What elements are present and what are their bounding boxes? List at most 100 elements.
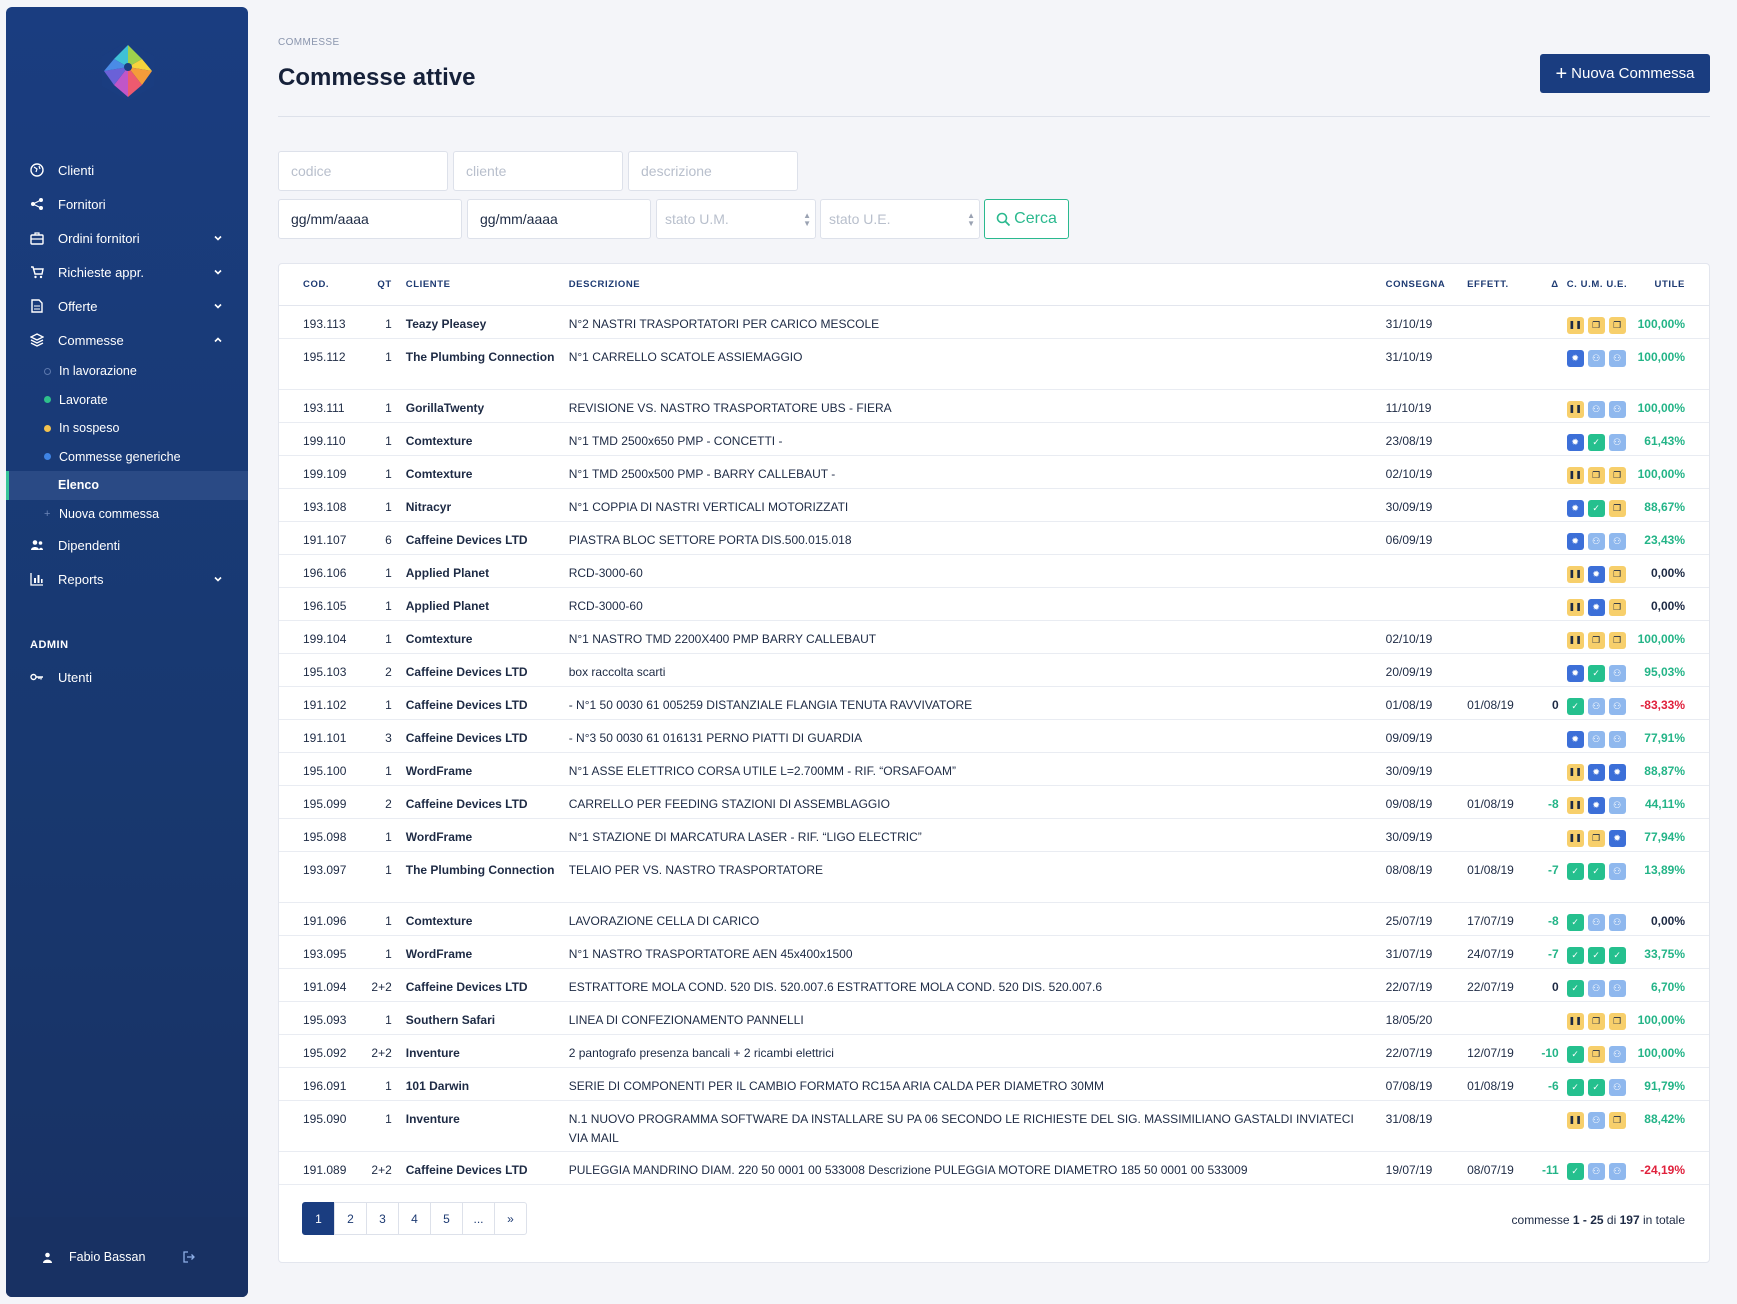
user-missing-icon[interactable]: ⚇ [1608, 796, 1626, 814]
check-icon[interactable]: ✓ [1587, 1078, 1605, 1096]
check-icon[interactable]: ✓ [1566, 979, 1584, 997]
sidebar-item-fornitori[interactable]: Fornitori [6, 187, 248, 221]
table-row[interactable]: 196.091 1 101 Darwin SERIE DI COMPONENTI PE… [279, 1067, 1709, 1101]
sidebar-subitem-nuova-commessa[interactable]: + Nuova commessa [6, 500, 248, 529]
table-row[interactable]: 195.103 2 Caffeine Devices LTD box raccolta… [279, 653, 1709, 687]
sidebar-item-utenti[interactable]: Utenti [6, 660, 248, 694]
pause-icon[interactable]: ❚❚ [1566, 316, 1584, 334]
table-row[interactable]: 191.096 1 Comtexture LAVORAZIONE CELLA DI C… [279, 902, 1709, 936]
table-row[interactable]: 195.112 1 The Plumbing Connection N°1 CARRE… [279, 338, 1709, 390]
col-header-cod[interactable]: COD. [279, 264, 360, 306]
table-row[interactable]: 193.095 1 WordFrame N°1 NASTRO TRASPORTATOR… [279, 935, 1709, 969]
pause-icon[interactable]: ❚❚ [1566, 1012, 1584, 1030]
user-missing-icon[interactable]: ⚇ [1608, 664, 1626, 682]
table-row[interactable]: 193.111 1 GorillaTwenty REVISIONE VS. NASTR… [279, 389, 1709, 423]
sidebar-subitem-in-lavorazione[interactable]: In lavorazione [6, 357, 248, 386]
user-missing-icon[interactable]: ⚇ [1587, 532, 1605, 550]
pause-icon[interactable]: ❚❚ [1566, 631, 1584, 649]
check-icon[interactable]: ✓ [1566, 1045, 1584, 1063]
document-icon[interactable]: ❐ [1608, 565, 1626, 583]
user-missing-icon[interactable]: ⚇ [1587, 913, 1605, 931]
pause-icon[interactable]: ❚❚ [1566, 466, 1584, 484]
table-row[interactable]: 199.109 1 Comtexture N°1 TMD 2500x500 PMP -… [279, 455, 1709, 489]
page-button-4[interactable]: 4 [398, 1202, 431, 1235]
sidebar-item-offerte[interactable]: Offerte [6, 289, 248, 323]
table-row[interactable]: 193.097 1 The Plumbing Connection TELAIO PE… [279, 851, 1709, 903]
stato-ue-select[interactable]: stato U.E. ▲ ▼ [820, 199, 980, 239]
gear-icon[interactable]: ✹ [1566, 499, 1584, 517]
col-header-consegna[interactable]: CONSEGNA [1385, 264, 1468, 306]
col-header-delta[interactable]: Δ [1538, 264, 1567, 306]
check-icon[interactable]: ✓ [1566, 946, 1584, 964]
document-icon[interactable]: ❐ [1608, 631, 1626, 649]
gear-icon[interactable]: ✹ [1587, 565, 1605, 583]
document-icon[interactable]: ❐ [1608, 316, 1626, 334]
check-icon[interactable]: ✓ [1566, 862, 1584, 880]
table-row[interactable]: 195.098 1 WordFrame N°1 STAZIONE DI MARCATU… [279, 818, 1709, 852]
page-button-5[interactable]: 5 [430, 1202, 463, 1235]
user-missing-icon[interactable]: ⚇ [1608, 532, 1626, 550]
user-missing-icon[interactable]: ⚇ [1608, 862, 1626, 880]
table-row[interactable]: 195.099 2 Caffeine Devices LTD CARRELLO PER… [279, 785, 1709, 819]
table-row[interactable]: 191.107 6 Caffeine Devices LTD PIASTRA BLOC… [279, 521, 1709, 555]
gear-icon[interactable]: ✹ [1566, 664, 1584, 682]
table-row[interactable]: 191.102 1 Caffeine Devices LTD - N°1 50 003… [279, 686, 1709, 720]
document-icon[interactable]: ❐ [1587, 1045, 1605, 1063]
table-row[interactable]: 191.089 2+2 Caffeine Devices LTD PULEGGIA M… [279, 1151, 1709, 1185]
document-icon[interactable]: ❐ [1587, 466, 1605, 484]
check-icon[interactable]: ✓ [1566, 1162, 1584, 1180]
document-icon[interactable]: ❐ [1608, 499, 1626, 517]
col-header-descrizione[interactable]: DESCRIZIONE [568, 264, 1386, 306]
user-missing-icon[interactable]: ⚇ [1608, 1045, 1626, 1063]
document-icon[interactable]: ❐ [1587, 1012, 1605, 1030]
check-icon[interactable]: ✓ [1566, 913, 1584, 931]
pause-icon[interactable]: ❚❚ [1566, 400, 1584, 418]
page-button-2[interactable]: 2 [334, 1202, 367, 1235]
col-header-stato[interactable]: C. U.M. U.E. [1566, 264, 1638, 306]
gear-icon[interactable]: ✹ [1608, 763, 1626, 781]
table-row[interactable]: 199.110 1 Comtexture N°1 TMD 2500x650 PMP -… [279, 422, 1709, 456]
document-icon[interactable]: ❐ [1608, 466, 1626, 484]
user-missing-icon[interactable]: ⚇ [1587, 697, 1605, 715]
check-icon[interactable]: ✓ [1587, 862, 1605, 880]
col-header-utile[interactable]: UTILE [1637, 264, 1709, 306]
document-icon[interactable]: ❐ [1608, 1012, 1626, 1030]
user-missing-icon[interactable]: ⚇ [1608, 433, 1626, 451]
gear-icon[interactable]: ✹ [1566, 349, 1584, 367]
check-icon[interactable]: ✓ [1566, 1078, 1584, 1096]
table-row[interactable]: 196.106 1 Applied Planet RCD-3000-60 ❚❚ ✹ ❐ 0,0… [279, 554, 1709, 588]
pause-icon[interactable]: ❚❚ [1566, 829, 1584, 847]
sidebar-item-commesse[interactable]: Commesse [6, 323, 248, 357]
user-missing-icon[interactable]: ⚇ [1608, 979, 1626, 997]
chevron-down-icon[interactable] [212, 266, 224, 278]
page-button-3[interactable]: 3 [366, 1202, 399, 1235]
table-row[interactable]: 195.100 1 WordFrame N°1 ASSE ELETTRICO CORS… [279, 752, 1709, 786]
user-missing-icon[interactable]: ⚇ [1608, 913, 1626, 931]
document-icon[interactable]: ❐ [1587, 316, 1605, 334]
gear-icon[interactable]: ✹ [1587, 796, 1605, 814]
pause-icon[interactable]: ❚❚ [1566, 1111, 1584, 1129]
table-row[interactable]: 195.090 1 Inventure N.1 NUOVO PROGRAMMA SOF… [279, 1100, 1709, 1152]
user-missing-icon[interactable]: ⚇ [1587, 349, 1605, 367]
page-button-1[interactable]: 1 [302, 1202, 335, 1235]
check-icon[interactable]: ✓ [1608, 946, 1626, 964]
user-missing-icon[interactable]: ⚇ [1608, 697, 1626, 715]
table-row[interactable]: 195.093 1 Southern Safari LINEA DI CONFEZIO… [279, 1001, 1709, 1035]
date-to-input[interactable] [467, 199, 651, 239]
col-header-qt[interactable]: QT [359, 264, 406, 306]
user-missing-icon[interactable]: ⚇ [1608, 1078, 1626, 1096]
gear-icon[interactable]: ✹ [1608, 829, 1626, 847]
breadcrumb[interactable]: COMMESSE [278, 37, 340, 48]
chevron-down-icon[interactable] [212, 573, 224, 585]
pause-icon[interactable]: ❚❚ [1566, 565, 1584, 583]
user-name[interactable]: Fabio Bassan [69, 1250, 146, 1264]
user-missing-icon[interactable]: ⚇ [1587, 1111, 1605, 1129]
descrizione-input[interactable] [628, 151, 798, 191]
logo[interactable] [94, 37, 162, 105]
search-button[interactable]: Cerca [984, 199, 1069, 239]
col-header-effett[interactable]: EFFETT. [1467, 264, 1539, 306]
user-missing-icon[interactable]: ⚇ [1608, 730, 1626, 748]
user-missing-icon[interactable]: ⚇ [1608, 1162, 1626, 1180]
sidebar-item-richieste-appr[interactable]: Richieste appr. [6, 255, 248, 289]
sidebar-subitem-commesse-generiche[interactable]: Commesse generiche [6, 443, 248, 472]
